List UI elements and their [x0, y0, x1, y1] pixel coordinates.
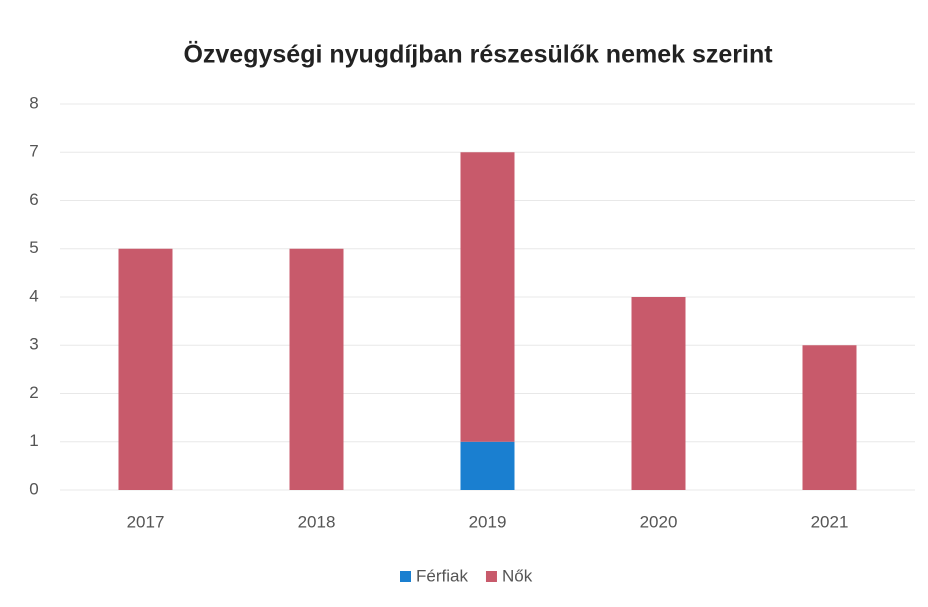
y-tick-label: 1: [29, 431, 38, 450]
bar-segment: [289, 248, 344, 490]
legend-swatch: [485, 571, 497, 582]
y-tick-label: 5: [29, 238, 38, 257]
y-tick-label: 2: [29, 383, 38, 402]
legend-swatch: [400, 571, 411, 582]
x-tick-label: 2019: [469, 512, 507, 531]
y-tick-label: 0: [29, 479, 38, 498]
chart-title: Özvegységi nyugdíjban részesülők nemek s…: [183, 40, 773, 69]
y-tick-label: 4: [29, 286, 38, 305]
x-tick-label: 2021: [811, 512, 849, 531]
x-tick-label: 2018: [298, 512, 336, 531]
bar-segment: [460, 441, 515, 490]
y-tick-label: 7: [29, 142, 38, 161]
legend-label: Nők: [502, 566, 533, 585]
y-tick-label: 3: [29, 335, 38, 354]
bar-segment: [802, 345, 857, 490]
bar-segment: [460, 152, 515, 442]
y-tick-label: 6: [29, 190, 38, 209]
legend-label: Férfiak: [416, 566, 468, 585]
y-tick-label: 8: [29, 93, 38, 112]
bar-segment: [118, 248, 173, 490]
x-tick-label: 2017: [127, 512, 165, 531]
bar-segment: [631, 297, 686, 490]
x-tick-label: 2020: [640, 512, 678, 531]
